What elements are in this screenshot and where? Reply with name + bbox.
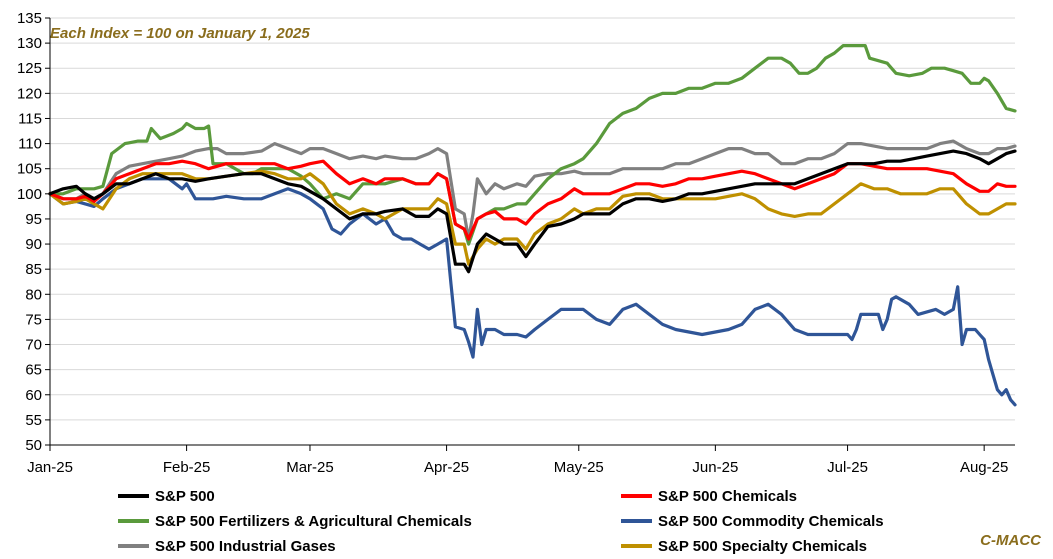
y-tick-label: 100 [17, 186, 42, 203]
y-tick-label: 120 [17, 85, 42, 102]
series-lines [48, 44, 1017, 407]
axes: 50 55 60 65 70 75 80 85 90 95 100 105 110 115 120 125 13… [17, 10, 1015, 476]
y-tick-label: 50 [25, 437, 42, 454]
legend-item-chemicals: S&P 500 Chemicals [621, 486, 797, 506]
x-tick-label: Jan-25 [27, 459, 73, 476]
x-tick-label: Apr-25 [424, 459, 469, 476]
y-tick-label: 75 [25, 311, 42, 328]
plot-area [50, 17, 1015, 446]
x-tick-label: Jul-25 [827, 459, 868, 476]
series-line-s-p-500-commodity-chemicals [48, 177, 1017, 407]
legend-label-industrial-gases: S&P 500 Industrial Gases [155, 537, 336, 555]
legend-label-fertilizers: S&P 500 Fertilizers & Agricultural Chemi… [155, 512, 472, 530]
y-tick-label: 95 [25, 211, 42, 228]
legend-swatch-specialty [621, 544, 652, 548]
x-tick-label: May-25 [554, 459, 604, 476]
legend-item-fertilizers: S&P 500 Fertilizers & Agricultural Chemi… [118, 511, 472, 531]
y-tick-label: 80 [25, 286, 42, 303]
brand-watermark: C-MACC [980, 532, 1041, 549]
line-chart: 50 55 60 65 70 75 80 85 90 95 100 105 110 115 120 125 13… [17, 10, 1017, 476]
y-tick-label: 135 [17, 10, 42, 27]
legend-item-sp500: S&P 500 [118, 486, 215, 506]
legend: S&P 500 S&P 500 Chemicals S&P 500 Fertil… [118, 484, 918, 558]
y-tick-label: 130 [17, 35, 42, 52]
y-tick-label: 60 [25, 387, 42, 404]
legend-item-industrial-gases: S&P 500 Industrial Gases [118, 536, 336, 556]
chart-annotation: Each Index = 100 on January 1, 2025 [50, 25, 310, 42]
y-tick-label: 55 [25, 412, 42, 429]
x-tick-label: Jun-25 [692, 459, 738, 476]
y-tick-label: 65 [25, 362, 42, 379]
legend-label-sp500: S&P 500 [155, 487, 215, 505]
y-tick-label: 110 [18, 136, 42, 153]
legend-swatch-fertilizers [118, 519, 149, 523]
legend-swatch-industrial-gases [118, 544, 149, 548]
legend-label-specialty: S&P 500 Specialty Chemicals [658, 537, 868, 555]
y-tick-label: 90 [25, 236, 42, 253]
series-line-s-p-500-fertilizers-agricultural-chemicals [48, 44, 1017, 246]
y-tick-label: 105 [17, 161, 42, 178]
x-tick-label: Mar-25 [286, 459, 334, 476]
y-tick-label: 125 [17, 60, 42, 77]
legend-label-chemicals: S&P 500 Chemicals [658, 487, 797, 505]
legend-item-specialty: S&P 500 Specialty Chemicals [621, 536, 867, 556]
y-tick-label: 85 [25, 261, 42, 278]
legend-swatch-commodity [621, 519, 652, 523]
legend-item-commodity: S&P 500 Commodity Chemicals [621, 511, 884, 531]
y-tick-label: 115 [18, 110, 42, 127]
legend-swatch-sp500 [118, 494, 149, 498]
series-line-s-p-500 [48, 149, 1017, 274]
series-line-s-p-500-industrial-gases [48, 139, 1017, 241]
x-tick-label: Aug-25 [960, 459, 1008, 476]
x-tick-label: Feb-25 [163, 459, 211, 476]
legend-swatch-chemicals [621, 494, 652, 498]
legend-label-commodity: S&P 500 Commodity Chemicals [658, 512, 884, 530]
y-tick-label: 70 [25, 337, 42, 354]
